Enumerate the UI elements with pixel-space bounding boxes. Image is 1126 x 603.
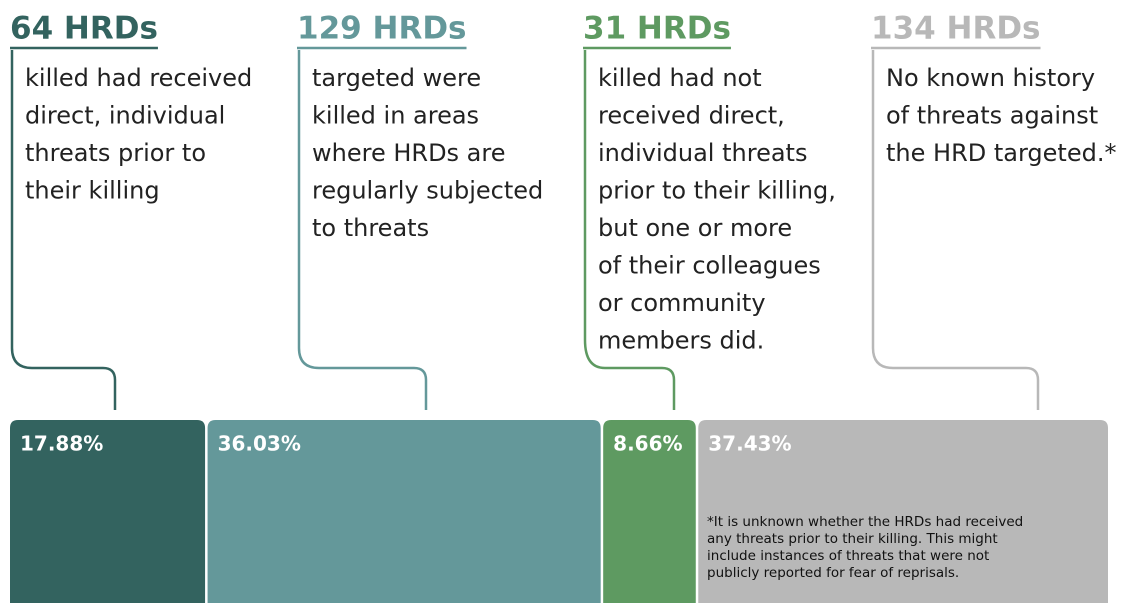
bar-segment xyxy=(10,420,206,603)
segment-description: of their colleagues xyxy=(598,252,821,280)
footnote: *It is unknown whether the HRDs had rece… xyxy=(707,514,1023,530)
connector xyxy=(583,50,676,410)
value-label: 36.03% xyxy=(218,432,301,456)
segment-description: received direct, xyxy=(598,102,785,130)
segment-description: threats prior to xyxy=(25,139,206,167)
bar-segment xyxy=(603,420,696,603)
connector xyxy=(871,50,1040,410)
segment-description: killed had received xyxy=(25,64,252,92)
segment-description: targeted were xyxy=(312,64,481,92)
segment-description: killed in areas xyxy=(312,102,479,130)
segment-description: to threats xyxy=(312,214,429,242)
footnote: any threats prior to their killing. This… xyxy=(707,531,998,547)
value-label: 37.43% xyxy=(708,432,791,456)
segment-heading: 31 HRDs xyxy=(583,11,731,47)
footnote: include instances of threats that were n… xyxy=(707,548,989,564)
segment-description: individual threats xyxy=(598,139,807,167)
segment-description: direct, individual xyxy=(25,102,225,130)
segment-description: regularly subjected xyxy=(312,177,543,205)
bar-segment xyxy=(207,420,601,603)
footnote: publicly reported for fear of reprisals. xyxy=(707,565,959,581)
bar-segment xyxy=(698,420,1108,603)
segment-description: their killing xyxy=(25,177,160,205)
value-label: 17.88% xyxy=(20,432,103,456)
segment-description: where HRDs are xyxy=(312,139,506,167)
segment-description: or community xyxy=(598,289,766,317)
segment-description: members did. xyxy=(598,327,764,355)
segment-description: the HRD targeted.* xyxy=(886,139,1116,167)
segment-description: but one or more xyxy=(598,214,792,242)
segment-description: prior to their killing, xyxy=(598,177,836,205)
segment-description: killed had not xyxy=(598,64,762,92)
connector xyxy=(297,50,428,410)
segment-heading: 134 HRDs xyxy=(871,11,1041,47)
connector xyxy=(10,50,117,410)
segment-heading: 129 HRDs xyxy=(297,11,467,47)
segment-description: No known history xyxy=(886,64,1095,92)
value-label: 8.66% xyxy=(613,432,682,456)
segment-heading: 64 HRDs xyxy=(10,11,158,47)
segment-description: of threats against xyxy=(886,102,1098,130)
